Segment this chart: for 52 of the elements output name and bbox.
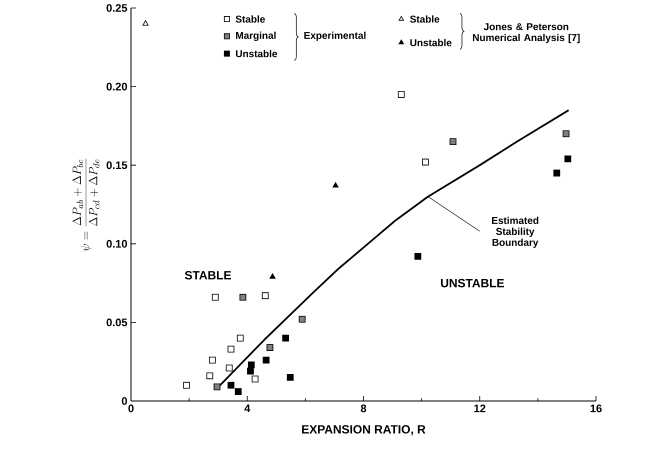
annotation: UNSTABLE (440, 278, 504, 288)
y-tick-label: 0.20 (106, 82, 128, 90)
annotation: Jones & Peterson Numerical Analysis [7] (472, 23, 580, 44)
point (234, 388, 242, 395)
x-tick-label: 12 (474, 404, 486, 412)
point (266, 344, 274, 351)
point (298, 316, 306, 323)
point (247, 368, 254, 375)
point (286, 374, 294, 381)
point (226, 364, 233, 372)
point (240, 294, 246, 301)
legend-label: Stable (410, 15, 440, 23)
y-tick-label: 0 (122, 397, 128, 405)
legend-label: Marginal (236, 32, 276, 41)
point (450, 138, 456, 146)
x-tick-label: 0 (128, 404, 134, 412)
point (262, 292, 269, 300)
point (208, 356, 216, 364)
point (562, 130, 570, 138)
y-axis-title: $\psi = \frac{\Delta P_{ab}+\Delta P_{bc}}{\Delta P_{cd}+\Delta P_{de}}$ (72, 158, 100, 252)
point (212, 294, 219, 301)
point (214, 383, 220, 390)
point (228, 382, 234, 389)
annotation: Experimental (304, 32, 366, 41)
point (206, 372, 214, 380)
y-tick-label: 0.05 (106, 318, 128, 326)
x-axis-title: EXPANSION RATIO, R (302, 425, 426, 436)
point (414, 252, 422, 260)
legend-label: Unstable (236, 50, 278, 58)
point (553, 170, 560, 176)
x-tick-label: 8 (360, 404, 366, 412)
point (142, 20, 149, 26)
legend-label: Stable (236, 15, 265, 23)
legend-label: Unstable (410, 38, 452, 46)
x-tick-label: 16 (590, 404, 602, 412)
point (422, 158, 429, 166)
point (270, 273, 276, 279)
y-tick-label: 0.15 (106, 161, 128, 170)
annotation: Estimated Stability Boundary (492, 216, 538, 248)
point (228, 346, 234, 353)
point (236, 334, 244, 342)
point (252, 376, 258, 382)
y-tick-label: 0.25 (106, 4, 128, 12)
point (332, 182, 339, 188)
y-tick-label: 0.10 (106, 240, 128, 248)
point (282, 334, 290, 342)
x-tick-label: 4 (244, 404, 250, 412)
point (564, 156, 572, 162)
point (398, 91, 405, 98)
annotation: STABLE (184, 271, 231, 280)
point (183, 382, 190, 389)
point (262, 356, 270, 364)
